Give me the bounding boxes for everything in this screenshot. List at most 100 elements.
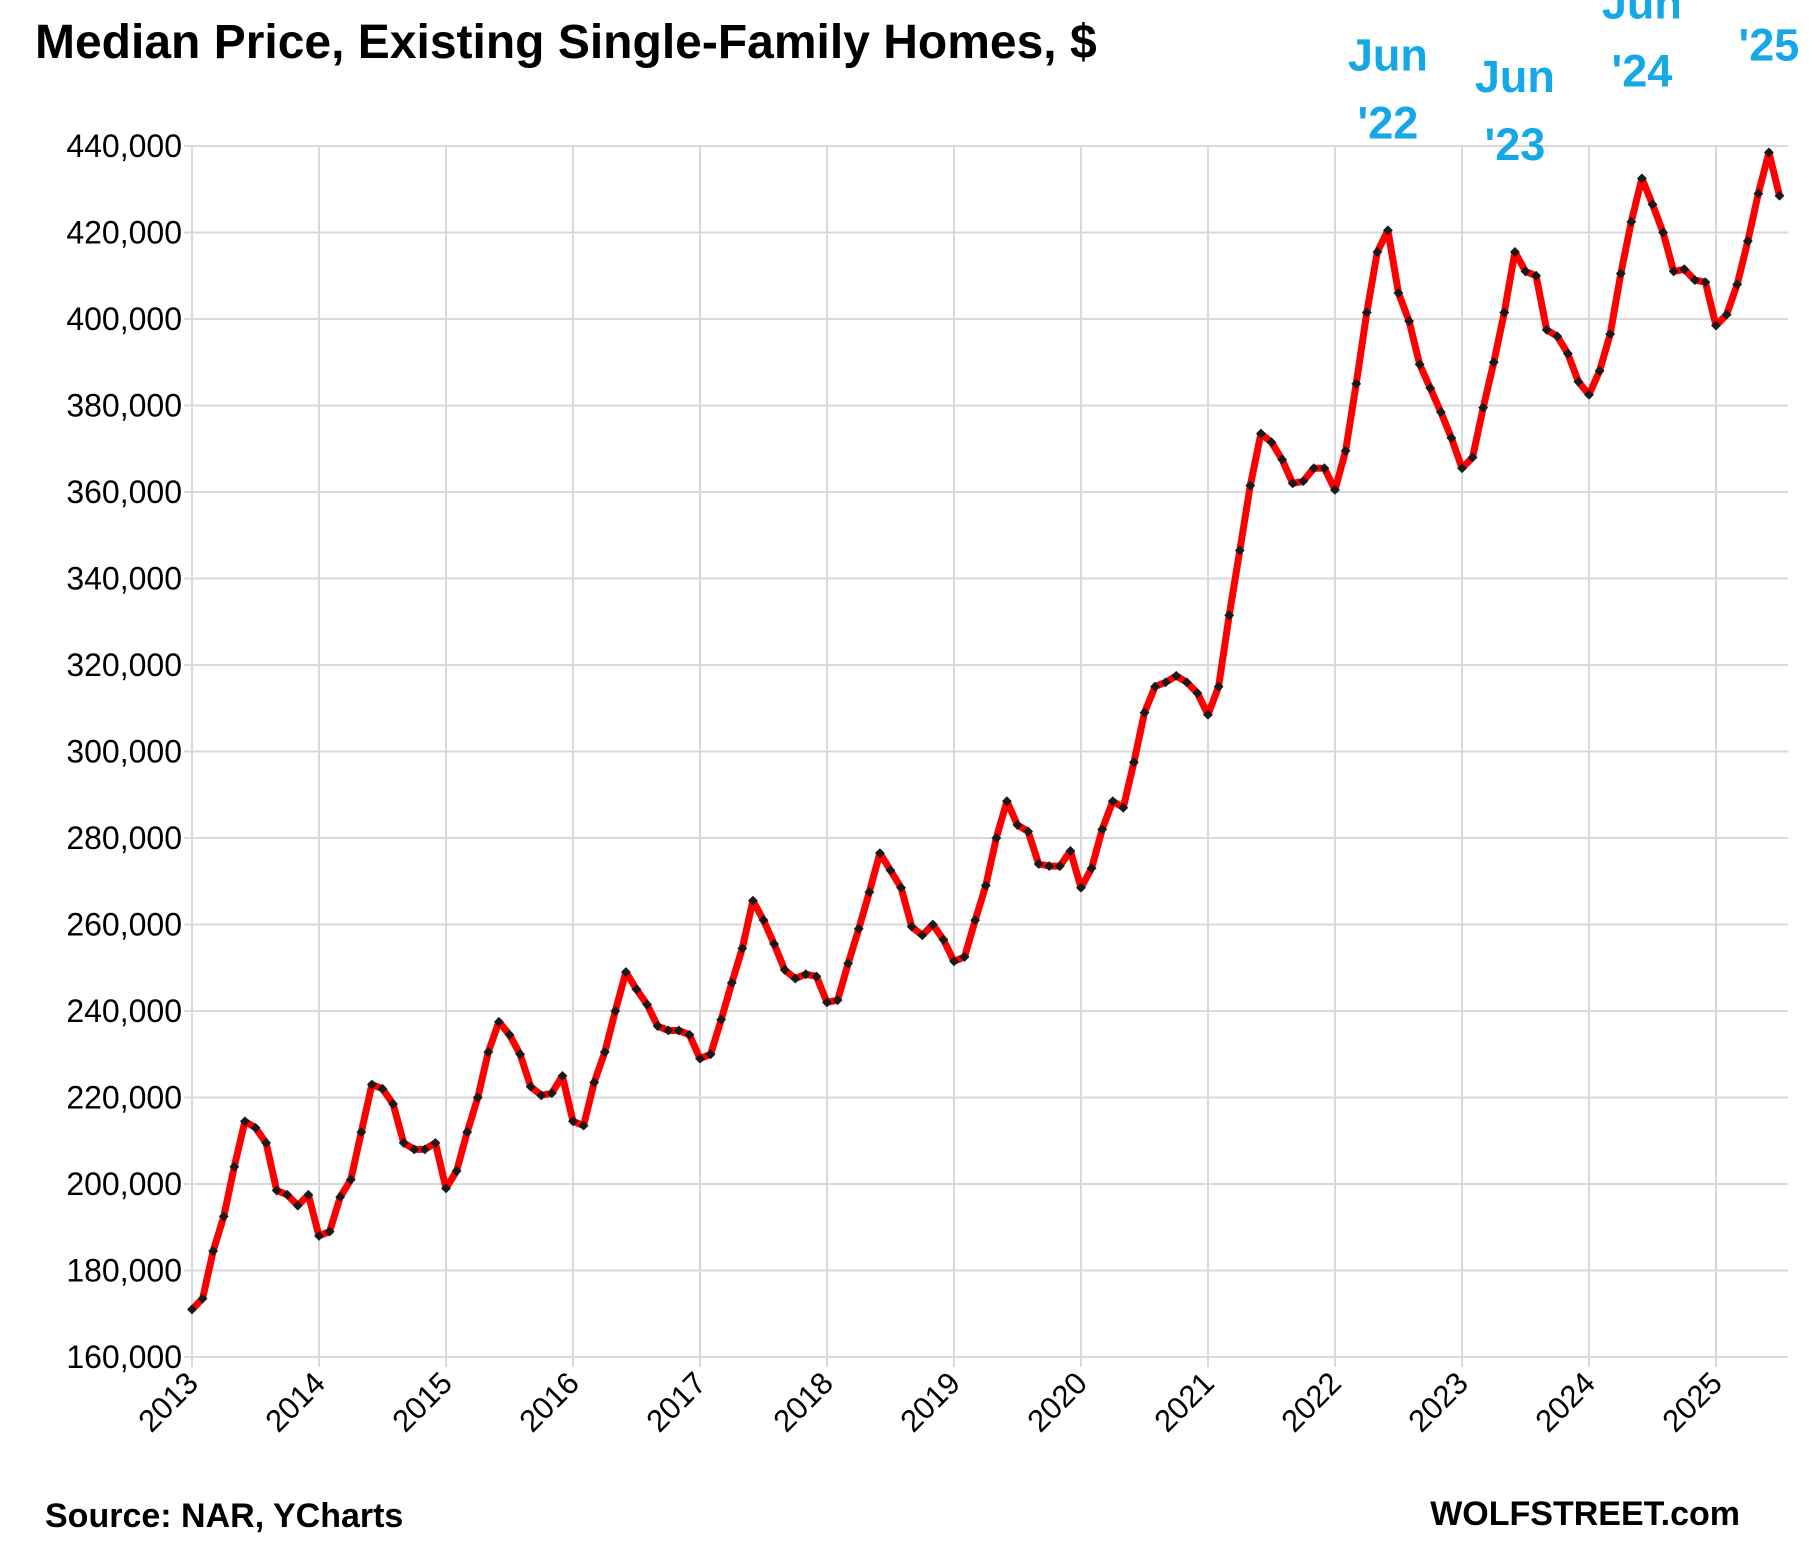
data-point [504, 1029, 515, 1040]
x-tick-label: 2019 [893, 1365, 967, 1439]
data-point [1594, 365, 1605, 376]
data-point [695, 1053, 705, 1064]
data-point [1181, 677, 1192, 688]
y-tick-label: 340,000 [66, 561, 182, 597]
data-point [949, 956, 959, 967]
x-tick-label: 2021 [1147, 1365, 1221, 1439]
data-point [599, 1047, 610, 1058]
data-point [1636, 173, 1647, 184]
data-point [1107, 796, 1118, 807]
data-point [1351, 378, 1362, 389]
data-point [1255, 428, 1266, 439]
x-tick-label: 2017 [639, 1365, 713, 1439]
data-point [1573, 376, 1584, 387]
y-tick-label: 280,000 [66, 820, 182, 856]
data-point [483, 1047, 494, 1058]
y-tick-label: 400,000 [66, 301, 182, 337]
data-point [1668, 266, 1679, 277]
data-point [1054, 861, 1065, 872]
data-point [314, 1230, 324, 1241]
data-point [1001, 796, 1012, 807]
data-point [1689, 275, 1700, 286]
annotation-year: '25 [1739, 19, 1800, 70]
data-point [377, 1083, 388, 1094]
data-point [589, 1077, 600, 1088]
data-point [938, 934, 949, 945]
data-point [896, 882, 907, 893]
data-point [631, 984, 642, 995]
data-point [462, 1127, 473, 1138]
data-point [716, 1014, 727, 1025]
y-tick-label: 160,000 [66, 1339, 182, 1375]
y-tick-label: 380,000 [66, 388, 182, 424]
y-axis-ticks: 160,000 180,000 200,000 220,000 240,000 260,0… [66, 128, 182, 1375]
annotation-month: Jun [1729, 0, 1809, 2]
data-point [1065, 846, 1076, 856]
data-point [335, 1192, 346, 1202]
data-point [1266, 437, 1277, 448]
data-point [239, 1116, 250, 1127]
data-point [398, 1137, 409, 1148]
annotation-year: '24 [1612, 45, 1673, 96]
annotation-year: '23 [1485, 119, 1546, 170]
x-tick-label: 2016 [512, 1365, 586, 1439]
data-point [991, 833, 1002, 843]
data-point [673, 1025, 684, 1036]
data-point [1658, 227, 1669, 238]
data-point [811, 971, 822, 982]
data-point [758, 915, 769, 926]
y-tick-label: 420,000 [66, 215, 182, 251]
data-point [1457, 463, 1467, 474]
y-tick-label: 260,000 [66, 907, 182, 943]
data-point [578, 1120, 589, 1131]
data-point [970, 915, 981, 926]
data-point [1128, 757, 1139, 768]
data-point [1721, 309, 1732, 320]
data-point [959, 951, 970, 962]
data-point [853, 923, 864, 934]
data-point [345, 1174, 356, 1185]
data-point [864, 887, 875, 898]
y-tick-label: 240,000 [66, 993, 182, 1029]
data-point [917, 930, 928, 941]
price-series [187, 147, 1785, 1315]
data-point [1382, 225, 1393, 236]
x-tick-label: 2023 [1401, 1365, 1475, 1439]
y-tick-label: 180,000 [66, 1253, 182, 1289]
data-point [790, 973, 801, 984]
data-point [1700, 277, 1711, 288]
y-tick-label: 320,000 [66, 647, 182, 683]
data-point [1425, 383, 1436, 394]
data-point [356, 1127, 367, 1138]
data-point [292, 1200, 303, 1211]
x-tick-label: 2025 [1655, 1365, 1729, 1439]
data-point [642, 999, 653, 1010]
y-tick-label: 360,000 [66, 474, 182, 510]
data-point [1679, 264, 1690, 275]
y-tick-label: 300,000 [66, 734, 182, 770]
data-point [610, 1006, 621, 1016]
data-point [1520, 266, 1531, 277]
data-point [1732, 279, 1743, 290]
data-point [684, 1029, 695, 1040]
data-point [1404, 316, 1415, 327]
y-tick-label: 220,000 [66, 1080, 182, 1116]
data-point [419, 1144, 430, 1155]
data-point [1192, 688, 1203, 699]
data-point [1562, 348, 1573, 359]
annotation-month: Jun [1475, 51, 1555, 102]
data-point [980, 880, 991, 891]
data-point [663, 1025, 674, 1036]
data-point [1012, 820, 1023, 830]
data-point [1467, 452, 1478, 463]
data-point [1224, 610, 1235, 621]
data-point [906, 921, 917, 932]
y-tick-label: 440,000 [66, 128, 182, 164]
data-point [546, 1088, 557, 1099]
x-tick-label: 2018 [766, 1365, 840, 1439]
series-line [188, 149, 1783, 1313]
data-point [1774, 190, 1785, 201]
data-point [1076, 882, 1086, 893]
y-tick-label: 200,000 [66, 1166, 182, 1202]
